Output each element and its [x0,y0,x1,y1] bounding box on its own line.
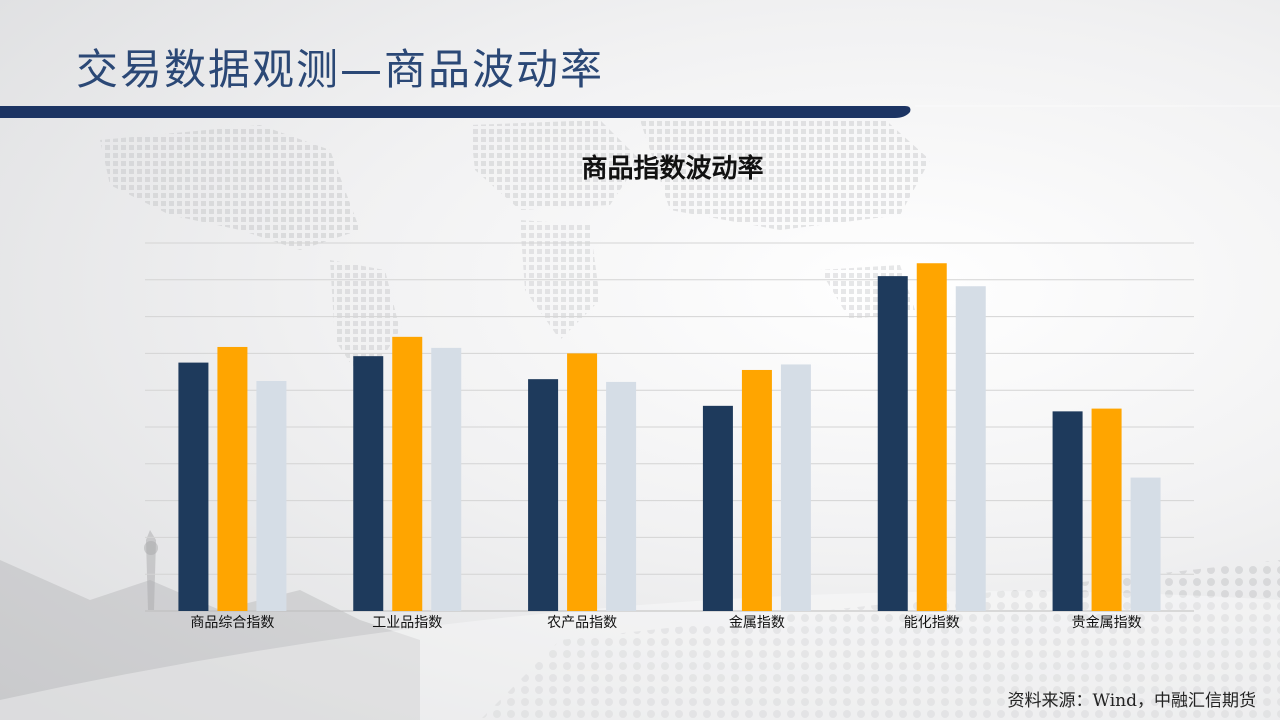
slide-title: 交易数据观测—商品波动率 [76,45,605,94]
bar-series-3 [256,381,287,611]
chart-title: 商品指数波动率 [581,154,764,184]
category-label: 商品综合指数 [190,615,274,631]
bar-series-2 [567,353,598,611]
category-label: 农产品指数 [547,615,617,631]
bar-series-3 [780,364,811,611]
bar-series-1 [178,362,209,611]
category-label: 金属指数 [729,615,785,631]
bar-series-2 [916,263,947,611]
bar-series-2 [217,346,248,611]
bar-series-1 [877,276,908,611]
bars [178,263,1161,611]
header-divider-bar [0,105,1280,118]
bar-series-1 [528,379,559,611]
bar-series-1 [702,405,733,611]
source-note: 资料来源：Wind，中融汇信期货 [1007,691,1256,711]
gridlines [145,242,1194,612]
bar-series-2 [1091,408,1122,611]
bar-series-3 [1130,477,1161,611]
bar-series-3 [955,286,986,611]
category-label: 贵金属指数 [1072,615,1142,631]
category-label: 工业品指数 [372,615,442,631]
bar-series-3 [606,381,637,611]
bar-series-2 [392,336,423,611]
bar-series-2 [741,369,772,611]
bar-series-1 [1052,411,1083,611]
bar-series-3 [431,347,462,611]
bar-series-1 [353,356,384,611]
category-label: 能化指数 [904,615,960,631]
category-labels: 商品综合指数 工业品指数 农产品指数 金属指数 能化指数 贵金属指数 [190,615,1141,631]
